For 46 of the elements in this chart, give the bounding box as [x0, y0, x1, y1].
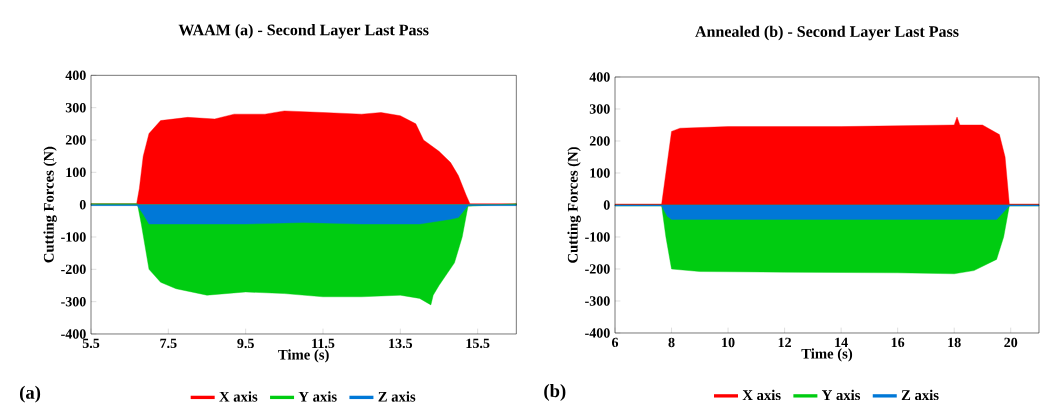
y-tick-label: 0: [79, 199, 86, 210]
y-tick-label: 300: [65, 102, 86, 113]
text: (b): [544, 384, 566, 401]
chart-title: WAAM (a) - Second Layer Last Pass: [178, 24, 429, 39]
y-tick-label: 300: [589, 104, 610, 114]
text: (a): [19, 385, 41, 403]
y-tick-label: -200: [61, 264, 86, 275]
legend-label: X axis: [219, 391, 258, 402]
y-tick-label: -200: [585, 264, 610, 274]
y-tick-label: -100: [61, 232, 86, 242]
y-tick-label: 400: [65, 70, 86, 81]
legend-label: Z axis: [901, 389, 939, 401]
x-tick-label: 9.5: [237, 338, 254, 349]
x-tick-label: 8: [668, 337, 675, 348]
y-tick-label: 200: [589, 136, 610, 146]
x-tick-label: 12: [778, 337, 791, 347]
y-tick-label: -400: [61, 329, 86, 339]
y-tick-label: -300: [61, 296, 86, 307]
y-tick-label: -300: [585, 296, 610, 306]
chart-title: Annealed (b) - Second Layer Last Pass: [695, 25, 959, 41]
y-tick-label: 100: [590, 168, 610, 178]
x-tick-label: 14: [835, 337, 848, 347]
y-tick-label: -400: [585, 328, 610, 338]
x-axis-title: Time (s): [801, 348, 853, 362]
x-tick-label: 16: [891, 337, 905, 348]
x-tick-label: 11.5: [312, 338, 335, 349]
y-axis-title: Cutting Forces (N): [567, 147, 581, 263]
y-tick-label: 400: [589, 72, 610, 82]
x-tick-label: 15.5: [466, 338, 490, 349]
x-tick-label: 6: [611, 337, 619, 348]
y-tick-label: 200: [65, 135, 86, 145]
x-tick-label: 10: [722, 337, 735, 348]
y-axis-title: Cutting Forces (N): [43, 146, 57, 263]
y-tick-label: -100: [585, 232, 610, 242]
y-tick-label: 0: [603, 200, 610, 210]
y-tick-label: 100: [66, 167, 86, 178]
x-tick-label: 5.5: [82, 338, 100, 349]
legend-label: Y axis: [298, 391, 337, 402]
x-axis-title: Time (s): [278, 349, 329, 363]
x-tick-label: 7.5: [160, 338, 177, 349]
legend-label: Y axis: [821, 389, 861, 401]
legend-label: X axis: [742, 389, 781, 401]
x-tick-label: 18: [948, 337, 961, 348]
legend-label: Z axis: [378, 391, 416, 402]
x-tick-label: 13.5: [389, 338, 413, 349]
x-tick-label: 20: [1004, 337, 1018, 348]
